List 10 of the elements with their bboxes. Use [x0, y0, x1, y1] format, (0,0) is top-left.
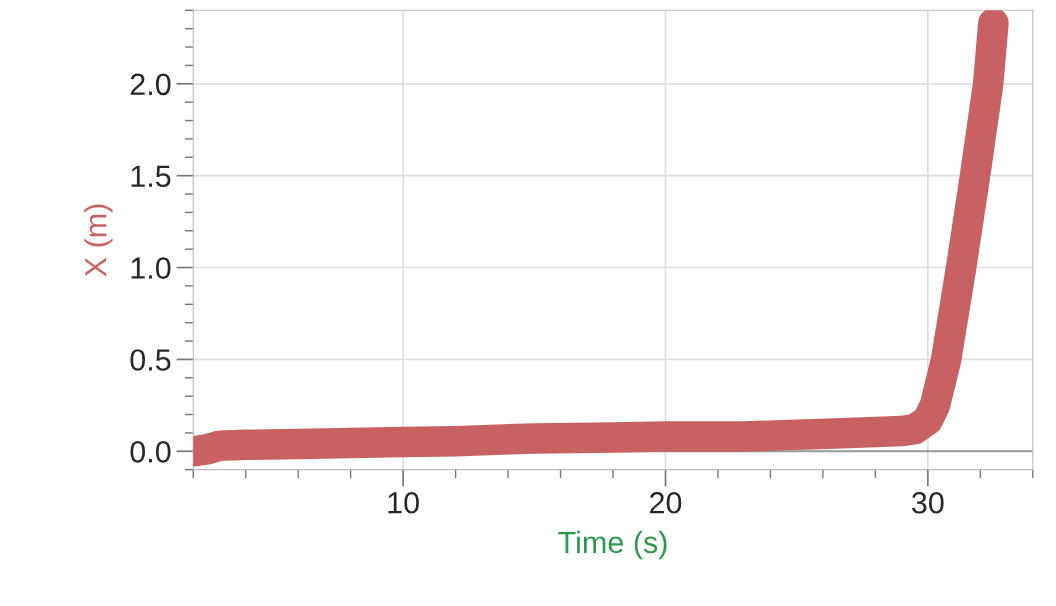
y-tick-label: 1.5 [131, 165, 171, 188]
x-tick-label: 10 [388, 491, 419, 514]
y-tick-label: 2.0 [130, 73, 171, 96]
x-tick-label: 30 [912, 491, 944, 514]
x-axis-title: Time (s) [558, 530, 667, 560]
x-tick-label: 20 [650, 491, 682, 514]
y-tick-label: 0.0 [130, 441, 171, 463]
y-tick-label: 0.5 [130, 349, 171, 371]
y-tick-label: 1.0 [131, 257, 171, 279]
y-axis-title: X (m) [84, 204, 113, 277]
